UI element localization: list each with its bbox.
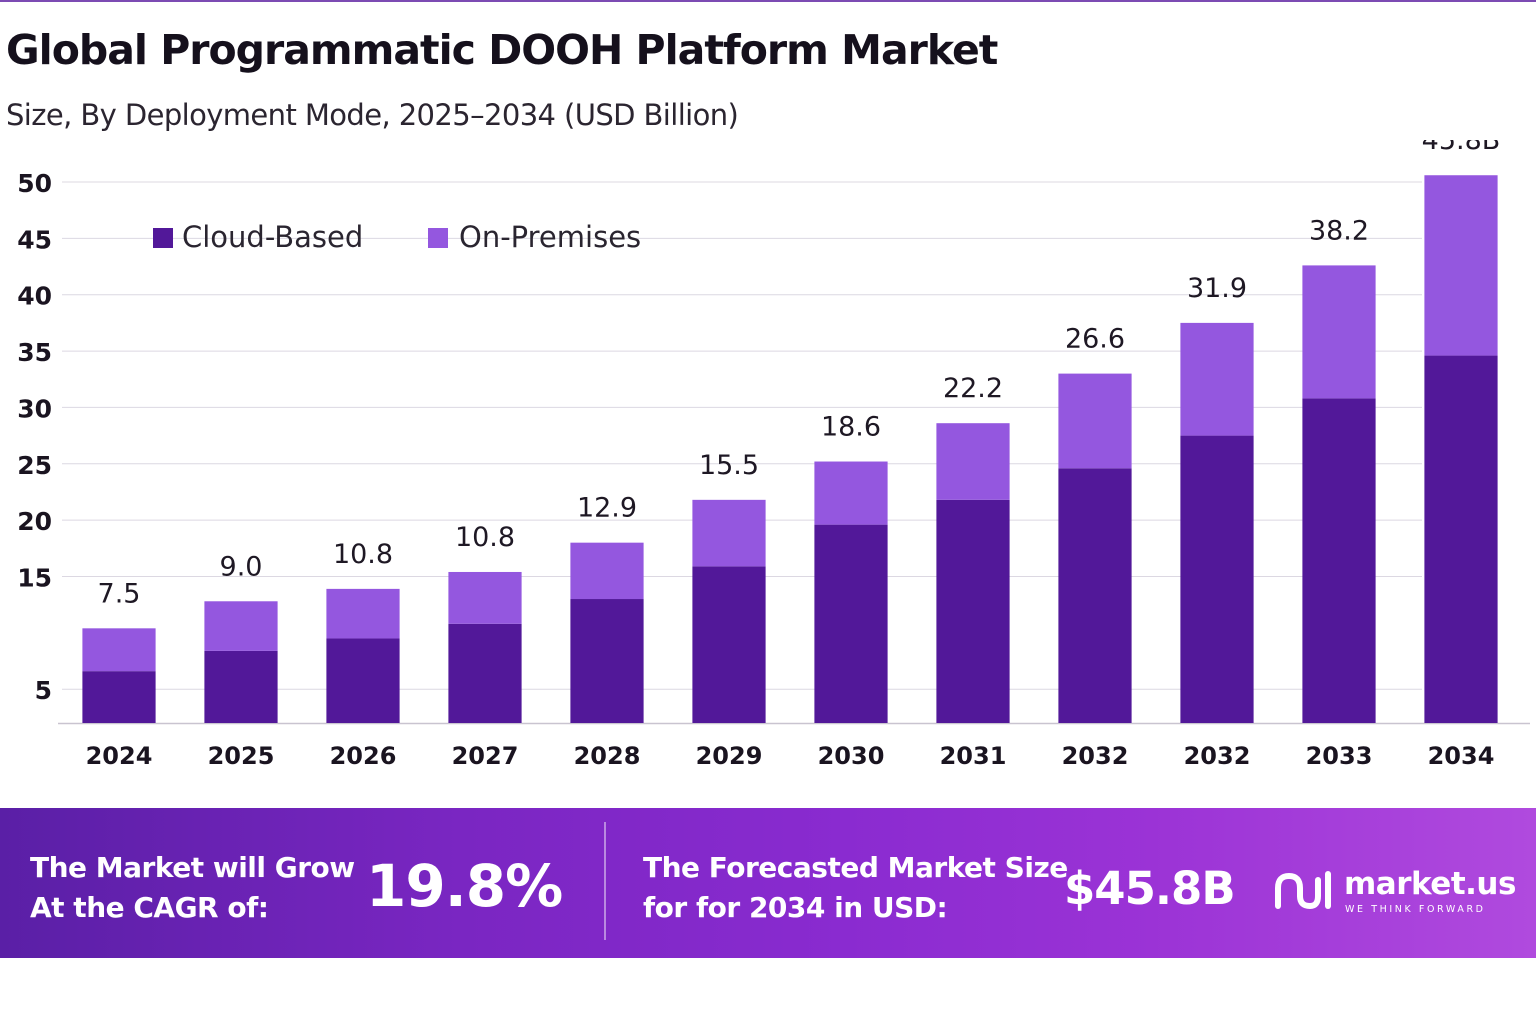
logo-wordmark: market.us — [1344, 866, 1516, 902]
bar-cloud-based — [82, 671, 156, 723]
y-axis-ticks: 5 15 20 25 30 35 40 45 50 — [17, 169, 52, 705]
bar-cloud-based — [936, 499, 1010, 723]
y-tick-label: 15 — [17, 563, 52, 592]
total-label: 38.2 — [1309, 215, 1369, 246]
forecast-caption-line1: The Forecasted Market Size — [643, 851, 1068, 884]
y-tick-label: 50 — [17, 169, 52, 198]
x-tick-label: 2029 — [696, 742, 763, 770]
bar-on-premises — [1180, 322, 1254, 436]
forecast-value: $45.8B — [1064, 862, 1236, 915]
cagr-value: 19.8% — [366, 852, 563, 920]
legend-label-on-premises: On-Premises — [459, 220, 641, 254]
bar-on-premises — [570, 542, 644, 600]
legend-label-cloud-based: Cloud-Based — [182, 220, 363, 254]
bar-cloud-based — [1180, 435, 1254, 723]
bar-cloud-based — [570, 599, 644, 723]
gridlines — [62, 181, 1422, 690]
bar-on-premises — [1302, 265, 1376, 399]
bar-on-premises — [82, 628, 156, 672]
chart-subtitle: Size, By Deployment Mode, 2025–2034 (USD… — [6, 98, 739, 132]
x-tick-label: 2030 — [818, 742, 885, 770]
logo-tagline: WE THINK FORWARD — [1345, 904, 1486, 915]
bar-cloud-based — [814, 524, 888, 723]
x-tick-label: 2027 — [452, 742, 519, 770]
x-tick-label: 2032 — [1062, 742, 1129, 770]
bar-cloud-based — [326, 638, 400, 723]
total-label: 22.2 — [943, 373, 1003, 404]
market-us-logo-icon — [1275, 871, 1331, 910]
bar-cloud-based — [1302, 398, 1376, 723]
x-tick-label: 2025 — [208, 742, 275, 770]
bar-on-premises — [692, 499, 766, 567]
y-tick-label: 30 — [17, 394, 52, 423]
y-tick-label: 25 — [17, 451, 52, 480]
x-tick-label: 2026 — [330, 742, 397, 770]
bar-on-premises — [814, 461, 888, 525]
total-labels: 7.5 9.0 10.8 10.8 12.9 15.5 18.6 22.2 26.6 31.9 38… — [98, 140, 1501, 609]
bar-on-premises — [1058, 373, 1132, 469]
y-tick-label: 45 — [17, 225, 52, 254]
x-tick-label: 2033 — [1306, 742, 1373, 770]
total-label: 7.5 — [98, 578, 141, 609]
legend-swatch-on-premises — [428, 228, 448, 248]
y-tick-label: 5 — [35, 676, 52, 705]
market-us-logo: market.us WE THINK FORWARD — [1272, 866, 1522, 922]
total-label: 45.8B — [1422, 140, 1501, 156]
bar-on-premises — [448, 571, 522, 624]
legend: Cloud-Based On-Premises — [153, 220, 641, 254]
banner-divider — [604, 822, 606, 940]
bar-cloud-based — [204, 650, 278, 723]
total-label: 12.9 — [577, 493, 637, 524]
legend-swatch-cloud-based — [153, 228, 173, 248]
top-accent-rule — [0, 0, 1536, 2]
x-tick-label: 2028 — [574, 742, 641, 770]
bar-on-premises — [326, 588, 400, 639]
y-tick-label: 20 — [17, 507, 52, 536]
cagr-caption-line1: The Market will Grow — [30, 851, 355, 884]
forecast-caption: The Forecasted Market Size for for 2034 … — [643, 848, 1068, 928]
x-axis-ticks: 2024 2025 2026 2027 2028 2029 2030 2031 2032 2032… — [86, 742, 1495, 770]
total-label: 10.8 — [333, 539, 393, 570]
total-label: 26.6 — [1065, 324, 1125, 355]
x-tick-label: 2032 — [1184, 742, 1251, 770]
bar-cloud-based — [1058, 468, 1132, 723]
forecast-caption-line2: for for 2034 in USD: — [643, 891, 948, 924]
bar-cloud-based — [1424, 355, 1498, 723]
x-tick-label: 2031 — [940, 742, 1007, 770]
bar-on-premises — [936, 423, 1010, 500]
y-tick-label: 40 — [17, 282, 52, 311]
chart-title: Global Programmatic DOOH Platform Market — [6, 26, 998, 74]
total-label: 31.9 — [1187, 273, 1247, 304]
total-label: 18.6 — [821, 412, 881, 443]
bar-cloud-based — [448, 623, 522, 723]
cagr-caption: The Market will Grow At the CAGR of: — [30, 848, 355, 928]
y-tick-label: 35 — [17, 338, 52, 367]
bar-cloud-based — [692, 566, 766, 723]
bars — [82, 175, 1498, 723]
total-label: 15.5 — [699, 450, 759, 481]
cagr-caption-line2: At the CAGR of: — [30, 891, 269, 924]
x-tick-label: 2034 — [1428, 742, 1495, 770]
summary-banner: The Market will Grow At the CAGR of: 19.… — [0, 808, 1536, 958]
x-tick-label: 2024 — [86, 742, 153, 770]
total-label: 10.8 — [455, 522, 515, 553]
bar-on-premises — [1424, 175, 1498, 356]
total-label: 9.0 — [220, 551, 263, 582]
bar-on-premises — [204, 601, 278, 651]
